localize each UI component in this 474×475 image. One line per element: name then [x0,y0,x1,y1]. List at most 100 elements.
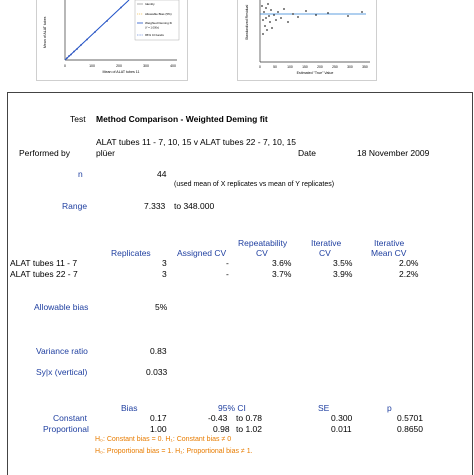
scatter-figure: Mean of ALAT tubes 0 100 200 300 400 Mea… [36,0,188,81]
data-point [80,44,82,46]
legend-item: Identity [145,2,155,6]
syx-value: 0.033 [146,367,168,377]
header-iterative-1: Iterative [311,238,342,248]
proportional-ci-high: to 1.02 [236,424,262,434]
data-point [264,25,266,27]
data-points [66,6,122,59]
legend-item: 95% CI bands [145,33,164,37]
x-tick: 350 [362,65,368,69]
data-point [273,14,275,16]
data-point [68,55,70,57]
data-point [268,15,270,17]
row-repeatability-cv: 3.7% [272,269,292,279]
n-label: n [78,169,83,179]
n-value: 44 [157,169,167,179]
x-axis-label: Estimated "True" Value [297,71,334,75]
row-name: ALAT tubes 22 - 7 [10,269,78,279]
data-point [287,21,289,23]
data-point [283,8,285,10]
data-point [266,29,268,31]
data-point [265,17,267,19]
x-tick: 50 [273,65,277,69]
x-axis-label: Mean of ALAT tubes 11 [103,70,140,74]
row-replicates: 3 [162,269,167,279]
data-point [265,7,267,9]
data-points [261,3,363,35]
x-tick: 150 [302,65,308,69]
row-assigned-cv: - [226,258,229,268]
row-repeatability-cv: 3.6% [272,258,292,268]
hypothesis-constant: H₀: Constant bias = 0. H₁: Constant bias… [95,436,232,443]
data-point [76,48,78,50]
data-point [275,19,277,21]
coef-header-bias: Bias [121,403,138,413]
residual-plot: Standardized Residual [245,0,370,75]
header-replicates: Replicates [111,248,151,258]
data-point [70,53,72,56]
data-point [94,31,96,33]
proportional-ci-low: 0.98 [213,424,230,434]
range-high: to 348.000 [174,201,215,211]
constant-ci-high: to 0.78 [236,413,262,423]
proportional-label: Proportional [43,424,89,434]
coef-header-ci: 95% CI [218,403,246,413]
constant-label: Constant [53,413,88,423]
constant-bias: 0.17 [150,413,167,423]
x-tick: 0 [259,65,261,69]
constant-se: 0.300 [331,413,353,423]
x-tick: 250 [332,65,338,69]
legend-box [134,0,180,41]
n-note: (used mean of X replicates vs mean of Y … [174,181,335,188]
y-axis-label: Standardized Residual [245,5,249,40]
data-point [120,6,122,9]
performed-by-value: plüer [96,148,115,158]
date-value: 18 November 2009 [357,148,430,158]
data-point [66,57,68,59]
constant-ci-low: -0.43 [208,413,228,423]
performed-by-label: Performed by [19,148,71,158]
legend-item: Weighted Deming fit [145,21,172,25]
data-point [277,11,279,13]
x-tick: 200 [116,64,122,68]
range-low: 7.333 [144,201,166,211]
header-iterative-mean-1: Iterative [374,238,405,248]
header-repeatability-2: CV [256,248,268,258]
data-point [315,14,317,16]
comparison-title: ALAT tubes 11 - 7, 10, 15 v ALAT tubes 2… [96,137,297,147]
deming-fit-line [64,0,130,61]
x-tick: 100 [287,65,293,69]
syx-label: Sy|x (vertical) [36,367,88,377]
residual-figure: Standardized Residual [237,0,377,81]
x-tick: 300 [143,64,149,68]
data-point [261,5,263,7]
allowable-bias-value: 5% [155,302,168,312]
data-point [347,15,349,17]
data-point [297,16,299,18]
x-tick: 200 [317,65,323,69]
data-point [262,19,264,21]
row-replicates: 3 [162,258,167,268]
test-label: Test [70,114,86,124]
report-panel [7,92,473,475]
legend: Identity Allowable Bias (5%) Weighted De… [134,0,180,41]
data-point [269,21,271,23]
data-point [262,33,264,35]
proportional-p: 0.8650 [397,424,423,434]
header-repeatability-1: Repeatability [238,238,288,248]
variance-ratio-label: Variance ratio [36,346,88,356]
constant-p: 0.5701 [397,413,423,423]
data-point [361,11,363,13]
test-value: Method Comparison - Weighted Deming fit [96,114,268,124]
data-point [292,13,294,15]
row-assigned-cv: - [226,269,229,279]
header-assigned-cv: Assigned CV [177,248,227,258]
data-point [73,50,75,53]
range-label: Range [62,201,88,211]
row-iterative-cv: 3.9% [333,269,353,279]
x-tick: 300 [347,65,353,69]
scatter-plot: Mean of ALAT tubes 0 100 200 300 400 Mea… [43,0,180,74]
data-point [267,3,269,5]
row-iterative-mean-cv: 2.0% [399,258,419,268]
x-tick: 0 [64,64,66,68]
row-iterative-cv: 3.5% [333,258,353,268]
